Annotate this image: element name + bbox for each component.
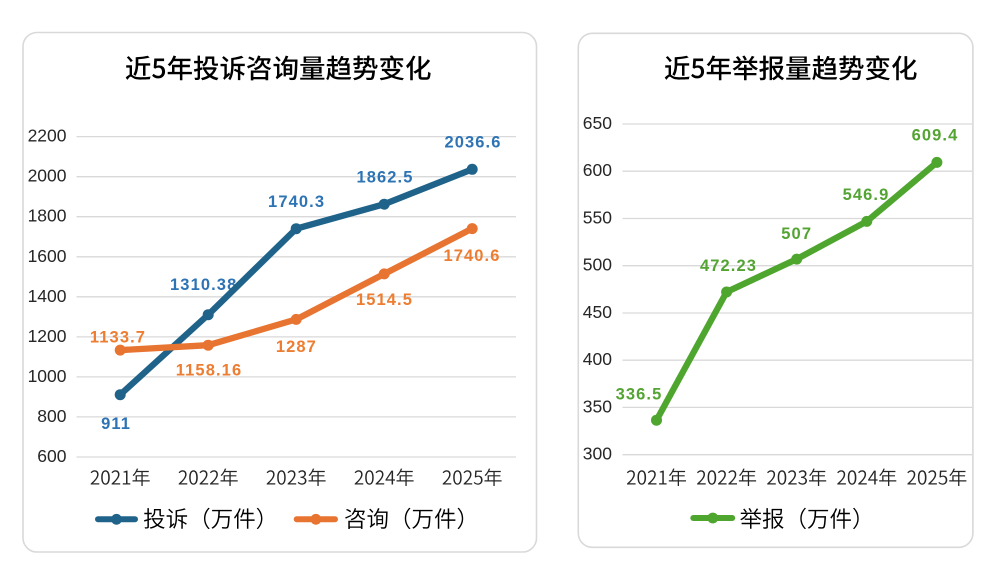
svg-text:336.5: 336.5 [616, 386, 663, 404]
svg-text:1200: 1200 [28, 326, 67, 346]
svg-text:1514.5: 1514.5 [356, 291, 413, 309]
svg-text:1800: 1800 [28, 206, 67, 226]
svg-text:1740.6: 1740.6 [443, 247, 500, 265]
svg-text:609.4: 609.4 [912, 127, 959, 145]
svg-text:800: 800 [37, 406, 66, 426]
svg-text:546.9: 546.9 [843, 186, 890, 204]
svg-text:1158.16: 1158.16 [176, 361, 242, 379]
svg-text:1862.5: 1862.5 [356, 169, 413, 187]
svg-text:450: 450 [583, 302, 612, 322]
svg-text:600: 600 [583, 160, 612, 180]
svg-text:350: 350 [583, 396, 612, 416]
svg-text:300: 300 [583, 444, 612, 464]
svg-text:1740.3: 1740.3 [268, 193, 325, 211]
svg-text:1400: 1400 [28, 286, 67, 306]
svg-text:507: 507 [781, 225, 812, 243]
svg-text:1287: 1287 [276, 338, 317, 356]
svg-text:600: 600 [37, 446, 66, 466]
svg-text:500: 500 [583, 255, 612, 275]
svg-text:550: 550 [583, 208, 612, 228]
svg-text:1133.7: 1133.7 [90, 329, 146, 347]
svg-text:400: 400 [583, 349, 612, 369]
svg-text:2036.6: 2036.6 [444, 134, 501, 152]
svg-text:1310.38: 1310.38 [170, 276, 237, 294]
svg-text:472.23: 472.23 [700, 257, 757, 275]
svg-text:2200: 2200 [28, 126, 67, 146]
svg-text:2000: 2000 [28, 166, 67, 186]
svg-text:1000: 1000 [28, 366, 67, 386]
svg-text:911: 911 [101, 415, 131, 433]
svg-text:650: 650 [583, 113, 612, 133]
svg-text:1600: 1600 [28, 246, 67, 266]
